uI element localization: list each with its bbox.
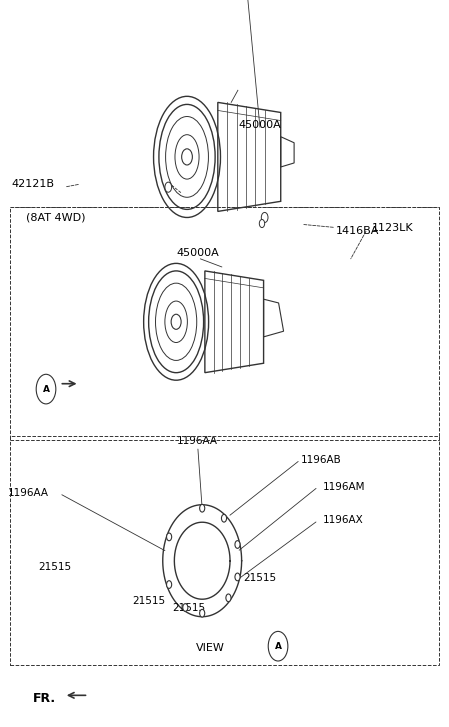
Text: 45000A: 45000A [239,120,282,130]
Text: 1416BA: 1416BA [336,226,379,236]
Text: 1196AB: 1196AB [300,455,341,465]
Text: 1196AA: 1196AA [8,489,48,499]
Text: 21515: 21515 [38,563,71,572]
Text: 42121B: 42121B [11,179,54,189]
Circle shape [167,533,172,541]
Text: 1196AM: 1196AM [323,482,365,491]
Circle shape [235,541,240,548]
Text: A: A [43,385,49,393]
Text: (8AT 4WD): (8AT 4WD) [26,212,85,222]
Circle shape [226,594,231,602]
Text: 21515: 21515 [172,603,205,613]
Circle shape [165,182,172,192]
Text: VIEW: VIEW [196,643,224,654]
Text: 21515: 21515 [132,596,165,606]
Text: 1196AX: 1196AX [323,515,363,526]
Circle shape [235,573,240,581]
Text: 1123LK: 1123LK [372,222,414,233]
Circle shape [183,603,188,611]
Text: A: A [274,642,282,651]
Text: 1196AA: 1196AA [177,436,218,446]
Text: 45000A: 45000A [176,248,219,258]
Circle shape [260,220,264,228]
Circle shape [200,505,205,512]
Circle shape [200,609,205,617]
Circle shape [167,581,172,588]
Circle shape [261,212,268,222]
Text: FR.: FR. [33,692,56,705]
Text: 21515: 21515 [244,573,277,582]
Circle shape [221,515,227,522]
